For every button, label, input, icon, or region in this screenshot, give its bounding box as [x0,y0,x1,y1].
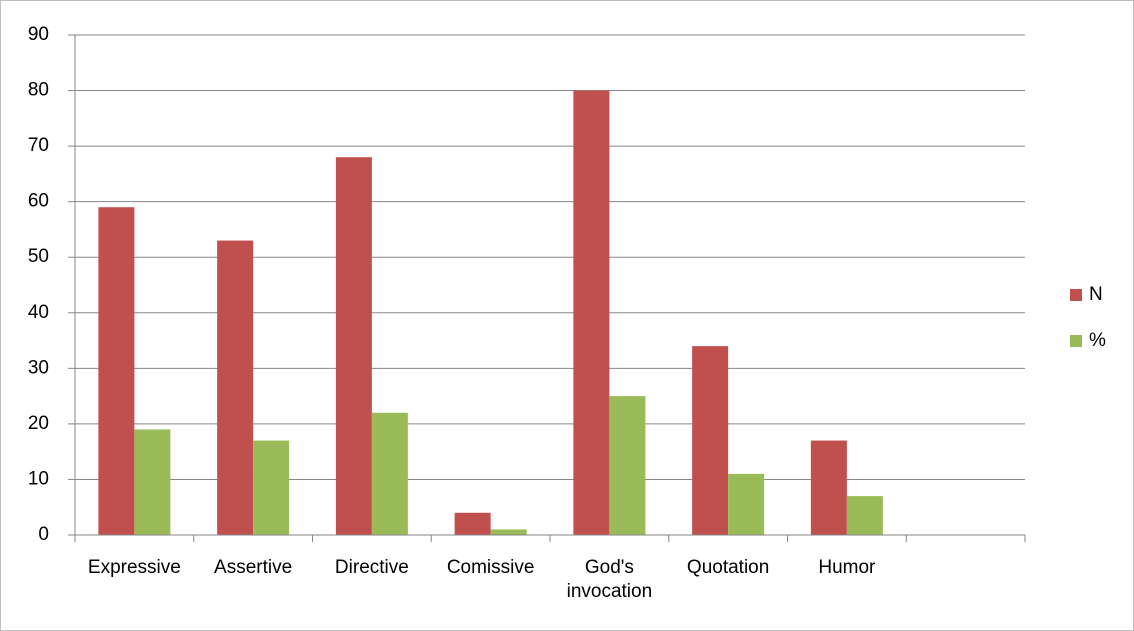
legend-label: N [1089,284,1103,305]
y-tick-label: 40 [28,302,49,323]
bar [134,429,171,535]
legend-label: % [1089,330,1106,351]
bar [253,440,290,535]
bar [728,473,765,535]
bar [573,90,610,536]
bar [454,512,491,535]
bar [846,496,883,535]
x-tick-label: Quotation [686,557,770,578]
y-tick-label: 80 [28,80,49,101]
bar [609,396,646,535]
y-tick-label: 20 [28,413,49,434]
x-tick-label: Expressive [87,557,181,578]
bar [692,346,729,535]
y-tick-label: 90 [28,24,49,45]
y-tick-label: 10 [28,468,49,489]
bar [810,440,847,535]
x-tick-label: Directive [334,557,409,578]
y-tick-label: 0 [38,524,49,545]
y-tick-label: 30 [28,357,49,378]
bar [490,529,527,535]
bar [335,157,372,535]
bar [371,412,408,535]
y-tick-label: 70 [28,135,49,156]
y-tick-label: 60 [28,191,49,212]
x-tick-label: Humor [818,557,876,578]
x-tick-label: Assertive [214,557,293,578]
x-tick-label: God's invocation [566,557,653,602]
legend-swatch [1070,289,1082,301]
legend-swatch [1070,335,1082,347]
bar [217,240,254,536]
y-tick-label: 50 [28,246,49,267]
x-tick-label: Comissive [446,557,535,578]
bar [98,207,135,535]
